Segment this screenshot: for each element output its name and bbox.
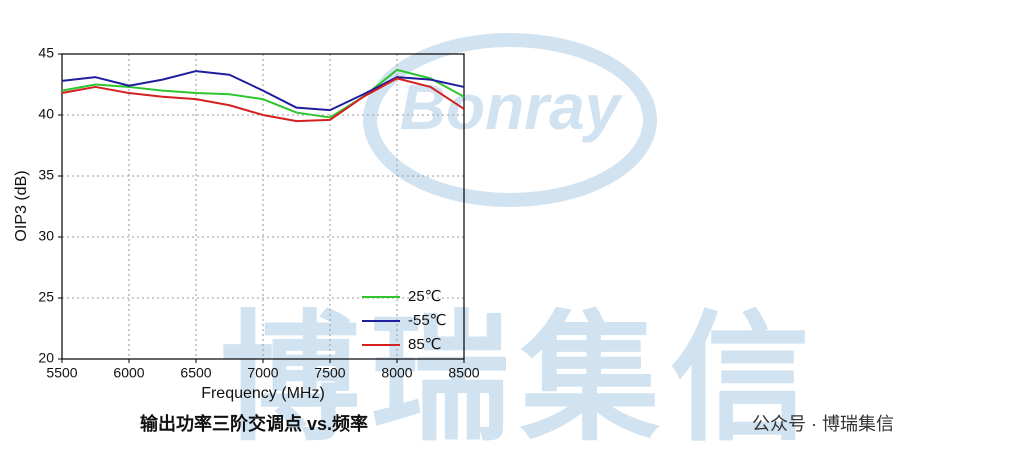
x-tick-label: 7000 bbox=[247, 365, 278, 381]
x-axis-label: Frequency (MHz) bbox=[201, 385, 325, 402]
caption: 输出功率三阶交调点 vs.频率 bbox=[140, 413, 368, 434]
x-tick-label: 8500 bbox=[448, 365, 479, 381]
y-tick-label: 30 bbox=[38, 228, 54, 244]
x-tick-label: 6000 bbox=[113, 365, 144, 381]
series-line bbox=[61, 77, 465, 123]
series-line bbox=[61, 68, 465, 119]
y-tick-label: 20 bbox=[38, 350, 54, 366]
y-tick-label: 25 bbox=[38, 289, 54, 305]
footer: 公众号 · 博瑞集信 bbox=[752, 414, 894, 434]
y-tick-label: 40 bbox=[38, 106, 54, 122]
y-tick-label: 45 bbox=[38, 45, 54, 61]
legend-label: -55℃ bbox=[408, 312, 447, 329]
x-tick-label: 7500 bbox=[314, 365, 345, 381]
x-tick-label: 6500 bbox=[180, 365, 211, 381]
watermark-ring bbox=[363, 33, 657, 207]
watermark: Bonray 博瑞集信 bbox=[220, 33, 820, 457]
y-tick-label: 35 bbox=[38, 167, 54, 183]
x-tick-label: 8000 bbox=[381, 365, 412, 381]
legend-label: 85℃ bbox=[408, 336, 442, 353]
watermark-logo: Bonray bbox=[400, 71, 624, 143]
series-line bbox=[61, 70, 465, 112]
legend-label: 25℃ bbox=[408, 288, 442, 305]
plot-frame bbox=[61, 53, 465, 360]
y-axis-label: OIP3 (dB) bbox=[13, 170, 30, 241]
watermark-text: 博瑞集信 bbox=[220, 300, 820, 457]
x-tick-label: 5500 bbox=[46, 365, 77, 381]
